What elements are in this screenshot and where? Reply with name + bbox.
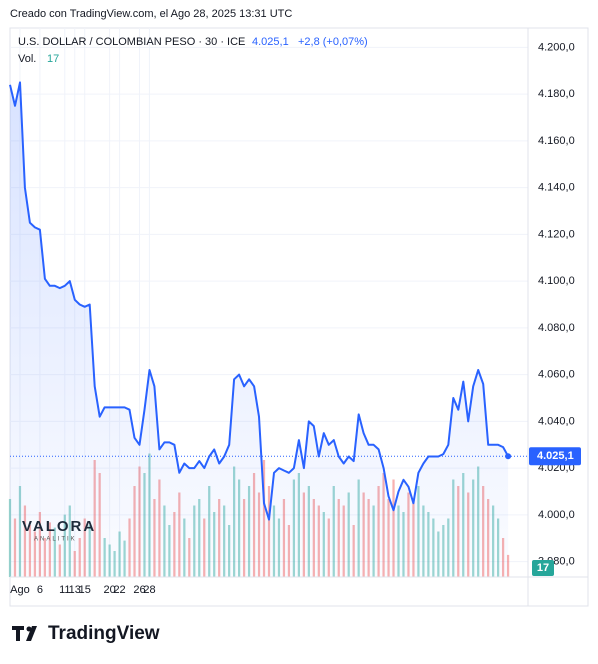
- y-tick-label: 4.080,0: [538, 322, 575, 334]
- change: +2,8 (+0,07%): [298, 36, 368, 48]
- last-price-badge-text: 4.025,1: [537, 450, 574, 462]
- x-tick-label: 11: [59, 584, 70, 596]
- y-tick-label: 4.140,0: [538, 182, 575, 194]
- x-tick-label: 28: [143, 584, 155, 596]
- y-tick-label: 4.060,0: [538, 369, 575, 381]
- x-tick-label: 6: [37, 584, 43, 596]
- volume-badge: [532, 560, 554, 576]
- volume-value: 17: [47, 53, 59, 65]
- y-tick-label: 4.000,0: [538, 509, 575, 521]
- x-tick-label: Ago: [10, 584, 30, 596]
- y-tick-label: 4.160,0: [538, 135, 575, 147]
- volume-label: Vol.: [18, 53, 36, 65]
- x-tick-label: 22: [113, 584, 125, 596]
- brand-logo: [12, 626, 37, 641]
- y-tick-label: 4.180,0: [538, 88, 575, 100]
- y-tick-label: 4.100,0: [538, 275, 575, 287]
- volume-badge-text: 17: [537, 562, 549, 574]
- caption: Creado con TradingView.com, el Ago 28, 2…: [10, 8, 292, 20]
- area-fill: [10, 82, 509, 578]
- x-tick-label: 13: [69, 584, 81, 596]
- x-tick-label: 15: [79, 584, 91, 596]
- y-tick-label: 4.200,0: [538, 41, 575, 53]
- watermark: VALORA: [22, 518, 96, 535]
- y-tick-label: 4.040,0: [538, 415, 575, 427]
- x-tick-label: 20: [103, 584, 115, 596]
- last-price: 4.025,1: [252, 36, 289, 48]
- y-tick-label: 4.120,0: [538, 228, 575, 240]
- last-price-badge: [529, 447, 581, 466]
- price-line: [9, 81, 509, 521]
- watermark-sub: ANALITIK: [34, 537, 77, 543]
- brand: TradingView: [48, 623, 160, 644]
- symbol-title: U.S. DOLLAR / COLOMBIAN PESO · 30 · ICE: [18, 36, 245, 48]
- x-tick-label: 26: [133, 584, 145, 596]
